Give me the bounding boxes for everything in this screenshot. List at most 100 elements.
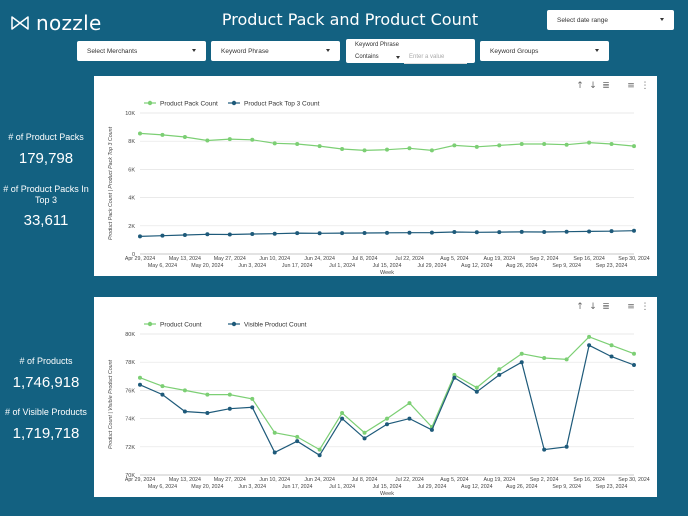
more-icon[interactable]: ⋮ [641, 302, 650, 312]
data-point [340, 231, 345, 236]
y-tick-label: 2K [128, 224, 135, 230]
data-point [609, 229, 614, 234]
data-point [587, 334, 592, 339]
keyword-groups-select[interactable]: Keyword Groups [480, 41, 609, 61]
x-tick-label: Jul 29, 2024 [417, 263, 446, 269]
y-tick-label: 72K [125, 445, 135, 451]
x-tick-label: Sep 16, 2024 [573, 477, 605, 483]
keyword-operator-select[interactable]: Contains [355, 54, 379, 60]
chevron-down-icon [326, 49, 330, 52]
x-tick-label: Jun 24, 2024 [304, 477, 335, 483]
sort-up-icon[interactable]: ↑ [576, 302, 584, 312]
data-point [385, 422, 389, 427]
x-tick-label: May 27, 2024 [214, 477, 246, 483]
date-range-label: Select date range [557, 16, 608, 24]
keyword-phrase-filter[interactable]: Keyword Phrase Contains Enter a value [346, 39, 475, 64]
data-point [497, 367, 502, 372]
x-tick-label: Apr 29, 2024 [125, 256, 155, 262]
legend-label: Product Pack Count [160, 101, 218, 108]
x-tick-label: Jul 22, 2024 [395, 477, 424, 483]
data-point [497, 372, 502, 377]
chevron-down-icon [660, 18, 664, 21]
product-pack-chart-panel: ↑ ↓ ≣ ≡ ⋮ 0 2K 4K 6K 8K 10K Apr 29, 2024 May 6, 2024… [94, 76, 657, 276]
data-point [587, 229, 592, 234]
sort-down-icon[interactable]: ↓ [589, 81, 597, 91]
x-tick-label: Sep 16, 2024 [573, 256, 605, 262]
x-tick-label: May 20, 2024 [191, 484, 223, 490]
merchants-label: Select Merchants [87, 47, 138, 55]
keyword-phrase-select[interactable]: Keyword Phrase [211, 41, 340, 61]
x-tick-label: May 27, 2024 [214, 256, 246, 262]
expand-icon[interactable]: ≣ [602, 81, 610, 91]
data-point [519, 229, 524, 234]
more-icon[interactable]: ⋮ [641, 81, 650, 91]
data-point [564, 444, 569, 449]
data-point [205, 232, 210, 237]
x-tick-label: Aug 19, 2024 [484, 477, 516, 483]
x-tick-label: Aug 5, 2024 [440, 256, 469, 262]
data-point [182, 388, 187, 393]
data-point [609, 343, 614, 348]
data-point [182, 409, 187, 414]
data-point [452, 372, 457, 377]
visible-products-label: # of Visible Products [5, 407, 87, 417]
legend-marker [231, 321, 237, 327]
keyword-groups-label: Keyword Groups [490, 47, 539, 55]
data-point [474, 144, 479, 149]
x-tick-label: Sep 9, 2024 [552, 263, 581, 269]
x-tick-label: Jul 22, 2024 [395, 256, 424, 262]
data-point [542, 142, 547, 147]
sort-up-icon[interactable]: ↑ [576, 81, 584, 91]
product-packs-label: # of Product Packs [8, 132, 84, 142]
x-tick-label: Aug 5, 2024 [440, 477, 469, 483]
data-point [497, 230, 502, 235]
data-point [295, 434, 300, 439]
y-tick-label: 8K [128, 139, 135, 145]
x-tick-label: May 13, 2024 [169, 477, 201, 483]
date-range-select[interactable]: Select date range [547, 10, 674, 30]
x-tick-label: May 20, 2024 [191, 263, 223, 269]
data-point [317, 231, 322, 236]
filter-icon[interactable]: ≡ [627, 81, 635, 91]
data-point [632, 144, 636, 149]
x-tick-label: Jun 17, 2024 [282, 263, 313, 269]
sort-down-icon[interactable]: ↓ [589, 302, 597, 312]
data-point [317, 453, 322, 458]
data-point [564, 229, 569, 234]
data-point [362, 436, 367, 441]
data-point [497, 143, 502, 148]
data-point [564, 357, 569, 362]
data-point [205, 138, 210, 143]
expand-icon[interactable]: ≣ [602, 302, 610, 312]
data-point [519, 351, 524, 356]
data-point [250, 405, 255, 410]
keyword-value-input[interactable]: Enter a value [409, 54, 445, 60]
y-tick-label: 0 [132, 252, 135, 258]
y-tick-label: 4K [128, 196, 135, 202]
nozzle-logo-icon [11, 16, 29, 30]
data-point [227, 137, 232, 142]
data-point [452, 230, 457, 235]
x-tick-label: May 6, 2024 [148, 484, 177, 490]
merchants-select[interactable]: Select Merchants [77, 41, 206, 61]
data-point [160, 392, 165, 397]
chevron-down-icon [595, 49, 599, 52]
x-tick-label: Apr 29, 2024 [125, 477, 155, 483]
data-point [519, 360, 524, 365]
data-point [295, 142, 300, 147]
x-tick-label: Sep 9, 2024 [552, 484, 581, 490]
filter-icon[interactable]: ≡ [627, 302, 635, 312]
data-point [250, 137, 255, 142]
data-point [587, 343, 592, 348]
data-point [160, 233, 165, 238]
legend-label: Product Pack Top 3 Count [244, 101, 320, 108]
data-point [138, 375, 142, 380]
data-point [227, 392, 232, 397]
data-point [542, 230, 547, 235]
visible-products-value: 1,719,718 [12, 425, 80, 442]
data-point [632, 351, 636, 356]
x-tick-label: Jul 8, 2024 [352, 477, 378, 483]
legend-label: Product Count [160, 322, 202, 329]
